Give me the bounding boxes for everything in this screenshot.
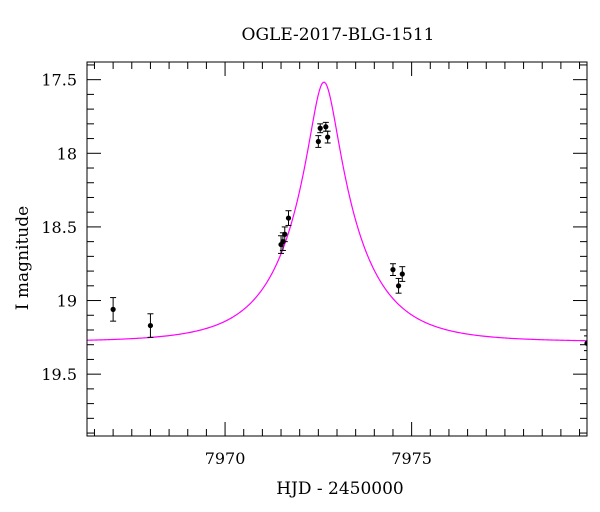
y-tick-label: 17.5 xyxy=(41,71,77,90)
data-point xyxy=(395,277,402,294)
data-marker xyxy=(399,271,405,277)
plot-content xyxy=(87,81,587,352)
y-axis-label: I magnitude xyxy=(13,206,33,310)
data-point xyxy=(324,130,331,144)
model-curve xyxy=(87,81,587,342)
y-tick-label: 19 xyxy=(57,292,77,311)
data-point xyxy=(317,123,324,134)
chart-title: OGLE-2017-BLG-1511 xyxy=(242,25,435,45)
data-point xyxy=(281,226,288,243)
axis-ticks xyxy=(87,62,587,436)
data-marker xyxy=(390,267,396,273)
x-axis-label: HJD - 2450000 xyxy=(276,479,404,499)
data-marker xyxy=(395,283,402,289)
data-marker xyxy=(584,340,587,346)
data-point xyxy=(315,135,322,148)
data-marker xyxy=(147,322,154,329)
data-marker xyxy=(315,138,321,145)
data-marker xyxy=(323,124,329,130)
data-marker xyxy=(317,125,323,131)
data-marker xyxy=(325,134,331,140)
data-points xyxy=(110,121,587,352)
y-tick-label: 18.5 xyxy=(41,218,77,237)
data-point xyxy=(399,266,406,282)
y-tick-label: 18 xyxy=(57,144,77,163)
data-point xyxy=(584,335,587,352)
y-tick-label: 19.5 xyxy=(41,365,77,384)
tick-labels: 7970 7975 17.5 18 18.5 19 19.5 xyxy=(41,71,432,468)
plot-frame xyxy=(86,61,588,437)
data-point xyxy=(322,121,329,132)
x-tick-label: 7975 xyxy=(391,449,432,468)
data-marker xyxy=(285,215,292,221)
data-point xyxy=(147,313,154,338)
data-marker xyxy=(110,306,116,312)
data-point xyxy=(389,263,396,277)
data-marker xyxy=(282,231,288,237)
x-tick-label: 7970 xyxy=(205,449,246,468)
data-point xyxy=(110,297,117,322)
data-point xyxy=(285,210,292,226)
